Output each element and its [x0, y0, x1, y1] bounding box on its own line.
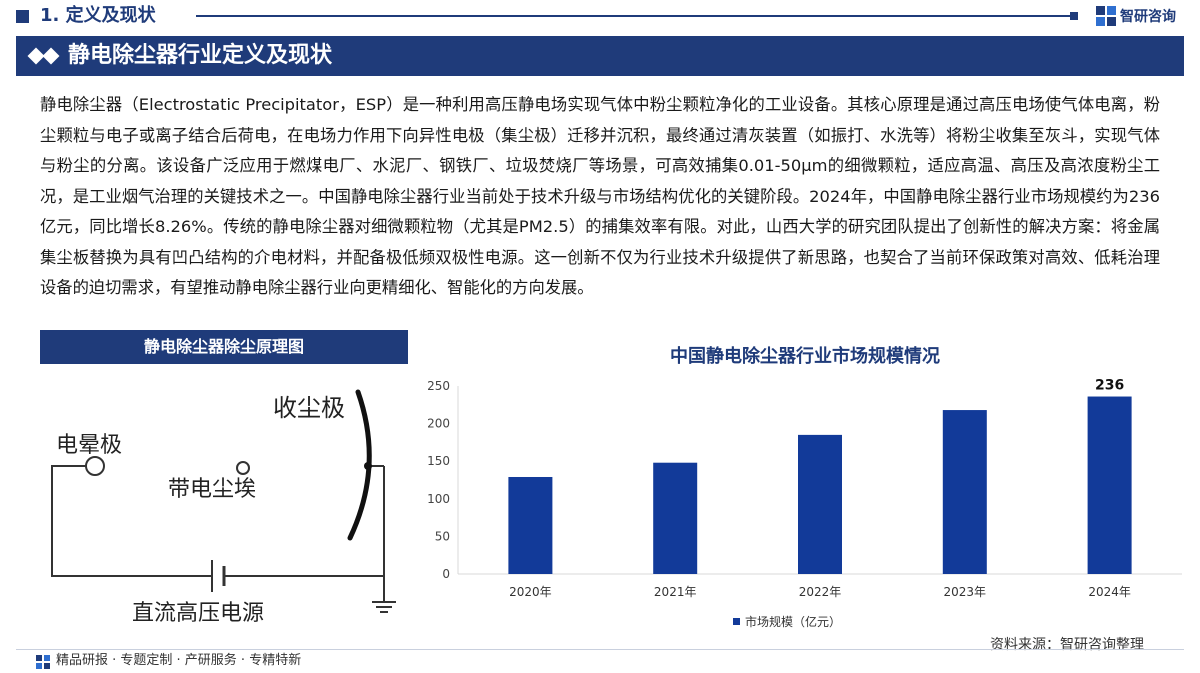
x-tick-label: 2020年 — [509, 585, 552, 599]
x-tick-label: 2021年 — [654, 585, 697, 599]
chart-legend: 市场规模（亿元） — [733, 613, 841, 630]
footer-services: 精品研报 · 专题定制 · 产研服务 · 专精特新 — [56, 653, 302, 668]
market-size-bar-chart: 0 50 100 150 200 250 2020年 2021年 2022年 2023年 2024… — [427, 378, 1182, 599]
y-tick-label: 100 — [427, 492, 450, 506]
y-tick-label: 200 — [427, 417, 450, 431]
charged-particle — [236, 461, 250, 475]
header-rule — [196, 15, 1074, 17]
section-heading: 1. 定义及现状 — [40, 5, 156, 26]
label-particle: 带电尘埃 — [168, 477, 256, 502]
title-banner: 静电除尘器行业定义及现状 — [16, 36, 1184, 76]
section-marker — [16, 10, 29, 23]
y-tick-label: 250 — [427, 379, 450, 393]
bar-2024年 — [1087, 396, 1132, 574]
x-tick-label: 2023年 — [944, 585, 987, 599]
legend-label: 市场规模（亿元） — [745, 615, 842, 629]
collector-contact — [364, 462, 372, 470]
bar-2021年 — [653, 462, 698, 574]
y-tick-label: 150 — [427, 454, 450, 468]
footer-rule — [16, 649, 1184, 650]
y-tick-label: 0 — [442, 567, 450, 581]
data-label: 236 — [1095, 378, 1124, 394]
diamond-icon — [42, 47, 60, 65]
brand-name: 智研咨询 — [1120, 9, 1176, 25]
brand-logo-icon — [1096, 6, 1116, 26]
page-title: 静电除尘器行业定义及现状 — [68, 43, 333, 68]
principle-diagram: 收尘极 电晕极 带电尘埃 直流高压电源 — [51, 389, 396, 626]
label-collector: 收尘极 — [273, 394, 345, 422]
corona-electrode — [85, 456, 105, 476]
footer-logo-icon — [36, 655, 50, 669]
top-bar: 1. 定义及现状 智研咨询 — [0, 0, 1200, 34]
bar-2020年 — [508, 476, 553, 574]
label-power: 直流高压电源 — [132, 601, 264, 626]
circuit-wire-right — [224, 575, 385, 602]
label-corona: 电晕极 — [56, 433, 122, 458]
header-rule-end — [1070, 12, 1078, 20]
intro-paragraph: 静电除尘器（Electrostatic Precipitator，ESP）是一种… — [40, 95, 1160, 297]
footer: 精品研报 · 专题定制 · 产研服务 · 专精特新 — [0, 649, 1200, 673]
legend-swatch — [733, 618, 740, 625]
circuit-wire-left — [51, 465, 212, 577]
chart-title: 中国静电除尘器行业市场规模情况 — [670, 346, 940, 367]
bar-2022年 — [798, 434, 842, 574]
x-tick-label: 2022年 — [799, 585, 842, 599]
y-tick-label: 50 — [435, 529, 450, 543]
bar-2023年 — [942, 410, 987, 574]
brand: 智研咨询 — [1096, 5, 1176, 27]
diagram-title: 静电除尘器除尘原理图 — [40, 330, 408, 364]
x-tick-label: 2024年 — [1088, 585, 1131, 599]
